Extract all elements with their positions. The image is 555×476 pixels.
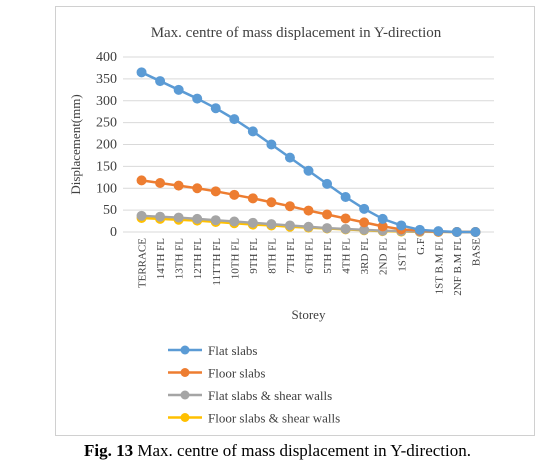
x-tick-label: 2ND FL: [378, 238, 390, 275]
data-point-floor-slabs: [340, 213, 351, 224]
line-chart: Max. centre of mass displacement in Y-di…: [68, 25, 494, 426]
y-tick-label: 0: [110, 225, 117, 240]
x-tick-label: 6TH FL: [304, 238, 316, 274]
data-point-flat-slabs: [396, 220, 407, 231]
data-point-flat-slabs: [155, 76, 166, 87]
data-point-floor-slabs: [284, 201, 295, 212]
data-point-flat-slabs: [303, 165, 314, 176]
x-tick-label: TERRACE: [137, 238, 149, 288]
data-point-floor-slabs: [173, 180, 184, 191]
x-axis-label: Storey: [292, 307, 326, 322]
data-point-flat-slabs: [210, 103, 221, 114]
y-tick-label: 300: [96, 94, 117, 109]
data-point-flat-slabs: [414, 224, 425, 235]
data-point-floor-slabs: [359, 217, 370, 228]
data-point-flat-slabs-shear-walls: [155, 211, 166, 222]
data-point-flat-slabs-shear-walls: [136, 210, 147, 221]
x-tick-label: 10TH FL: [229, 238, 241, 280]
x-tick-label: 5TH FL: [322, 238, 334, 274]
legend-marker-flat-slabs-shear-walls: [180, 390, 190, 400]
data-point-flat-slabs: [359, 203, 370, 214]
x-tick-label: 7TH FL: [285, 238, 297, 274]
y-tick-label: 50: [103, 203, 117, 218]
data-point-floor-slabs: [247, 193, 258, 204]
data-point-flat-slabs: [377, 213, 388, 224]
data-point-floor-slabs: [322, 209, 333, 220]
data-point-floor-slabs: [229, 189, 240, 200]
data-point-floor-slabs: [210, 186, 221, 197]
data-point-flat-slabs-shear-walls: [210, 215, 221, 226]
legend-label-floor-slabs-shear-walls: Floor slabs & shear walls: [208, 411, 340, 426]
y-tick-label: 100: [96, 181, 117, 196]
data-point-flat-slabs: [192, 93, 203, 104]
x-tick-label: 14TH FL: [155, 238, 167, 280]
y-tick-label: 350: [96, 72, 117, 87]
data-point-flat-slabs: [451, 227, 462, 237]
data-point-flat-slabs-shear-walls: [173, 212, 184, 223]
data-point-flat-slabs-shear-walls: [322, 223, 333, 234]
data-point-flat-slabs: [322, 178, 333, 189]
data-point-flat-slabs: [266, 139, 277, 150]
x-tick-label: 11TTH FL: [211, 238, 223, 286]
data-point-floor-slabs: [266, 197, 277, 208]
y-axis-label: Displacement(mm): [68, 94, 83, 194]
data-point-floor-slabs: [192, 183, 203, 194]
y-tick-label: 400: [96, 50, 117, 65]
x-tick-label: 3RD FL: [359, 238, 371, 275]
data-point-flat-slabs: [470, 227, 481, 237]
legend-marker-floor-slabs: [180, 368, 190, 377]
legend-label-floor-slabs: Floor slabs: [208, 366, 265, 381]
legend-label-flat-slabs-shear-walls: Flat slabs & shear walls: [208, 388, 332, 403]
x-tick-label: 9TH FL: [248, 238, 260, 274]
data-point-flat-slabs-shear-walls: [192, 213, 203, 224]
data-point-flat-slabs-shear-walls: [340, 223, 351, 234]
data-point-flat-slabs: [173, 84, 184, 95]
caption-text: Max. centre of mass displacement in Y-di…: [133, 441, 471, 460]
data-point-flat-slabs: [247, 126, 258, 137]
data-point-flat-slabs: [136, 67, 147, 78]
data-point-flat-slabs: [433, 226, 444, 237]
data-point-floor-slabs: [155, 178, 166, 188]
x-tick-label: 1ST FL: [396, 238, 408, 272]
y-tick-label: 200: [96, 138, 117, 153]
data-point-flat-slabs: [340, 192, 351, 202]
data-point-flat-slabs-shear-walls: [266, 219, 277, 230]
x-tick-label: 4TH FL: [341, 238, 353, 274]
data-point-floor-slabs: [303, 205, 314, 216]
chart-frame: Max. centre of mass displacement in Y-di…: [55, 6, 535, 436]
data-point-flat-slabs: [284, 152, 295, 163]
x-tick-label: G.F: [415, 238, 427, 255]
legend-marker-flat-slabs: [180, 345, 190, 355]
legend-label-flat-slabs: Flat slabs: [208, 343, 257, 358]
x-tick-label: 12TH FL: [192, 238, 204, 280]
x-tick-label: 2NF B.M FL: [452, 238, 464, 296]
y-tick-label: 250: [96, 116, 117, 131]
data-point-flat-slabs-shear-walls: [284, 220, 295, 231]
y-tick-label: 150: [96, 159, 117, 174]
x-tick-label: BASE: [470, 238, 482, 266]
x-tick-label: 1ST B.M FL: [433, 238, 445, 295]
data-point-flat-slabs-shear-walls: [303, 221, 314, 232]
data-point-flat-slabs-shear-walls: [247, 217, 258, 228]
x-tick-label: 8TH FL: [266, 238, 278, 274]
legend-marker-floor-slabs-shear-walls: [180, 413, 190, 422]
chart-title: Max. centre of mass displacement in Y-di…: [151, 25, 442, 41]
data-point-floor-slabs: [136, 175, 147, 186]
figure-number: Fig. 13: [84, 441, 134, 460]
data-point-flat-slabs: [229, 114, 240, 125]
data-point-flat-slabs-shear-walls: [229, 216, 240, 227]
x-tick-label: 13TH FL: [174, 238, 186, 280]
figure-caption: Fig. 13 Max. centre of mass displacement…: [0, 441, 555, 461]
